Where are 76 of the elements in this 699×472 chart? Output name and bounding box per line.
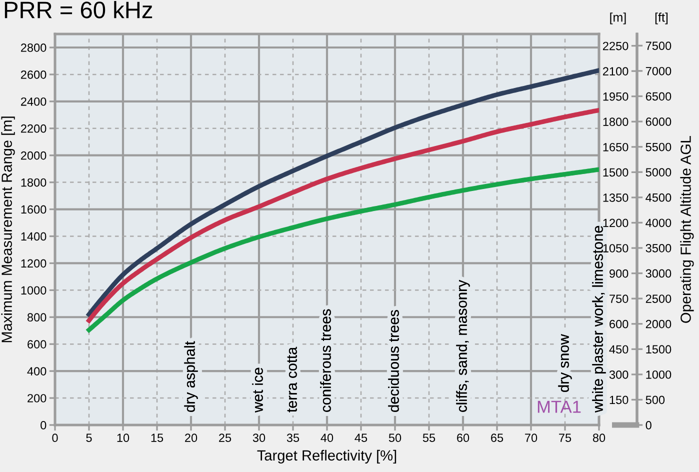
y-tick-label: 800 — [27, 313, 46, 322]
x-tick-label: 55 — [422, 434, 436, 442]
y2-tick-label: 1950 — [603, 92, 628, 101]
x-tick-label: 20 — [185, 434, 198, 442]
y3-tick-label: 0 — [646, 421, 652, 430]
y2-tick-label: 900 — [610, 269, 628, 278]
y3-tick-label: 7000 — [646, 66, 672, 76]
y3-tick-label: 6000 — [646, 118, 672, 126]
x-tick-label: 45 — [354, 434, 368, 442]
chart-title: PRR = 60 kHz — [4, 1, 152, 18]
y2-tick-label: 450 — [609, 345, 628, 354]
y2-tick-label: 300 — [609, 370, 628, 379]
y2-tick-label: 600 — [610, 320, 628, 328]
annotation: coniferous trees — [320, 309, 331, 412]
y2-tick-label: 1800 — [603, 118, 628, 126]
x-tick-label: 70 — [525, 434, 538, 442]
y2-tick-label: 1200 — [603, 218, 628, 228]
y-tick-label: 1400 — [21, 232, 46, 241]
y2-tick-label: 2100 — [603, 67, 628, 76]
y3-tick-label: 500 — [646, 396, 665, 404]
x-tick-label: 75 — [559, 434, 572, 442]
annotation: dry asphalt — [184, 341, 198, 412]
y3-tick-label: 4000 — [646, 218, 672, 228]
y2-tick-label: 2250 — [603, 42, 628, 50]
y-tick-label: 1600 — [21, 205, 46, 214]
annotation: wet ice — [252, 368, 263, 413]
y-tick-label: 2800 — [21, 44, 46, 52]
annotation: terra cotta — [287, 346, 297, 412]
y3-tick-label: 5000 — [646, 168, 672, 176]
x-tick-label: 5 — [86, 434, 92, 442]
y3-axis-title: [ft] — [655, 12, 668, 24]
x-tick-label: 30 — [252, 434, 266, 442]
x-tick-label: 80 — [592, 434, 606, 442]
y3-tick-label: 1500 — [646, 345, 672, 354]
y3-tick-label: 7500 — [646, 42, 672, 50]
y-tick-label: 2200 — [21, 124, 46, 133]
y3-tick-label: 4500 — [646, 193, 672, 202]
y-tick-label: 1000 — [21, 286, 46, 295]
y-tick-label: 1800 — [21, 178, 46, 187]
annotation: deciduous trees — [388, 310, 399, 412]
y3-tick-label: 5500 — [646, 142, 672, 152]
y2-tick-label: 150 — [610, 396, 628, 404]
x-tick-label: 35 — [286, 434, 300, 442]
y2-axis-title: [m] — [610, 12, 626, 24]
y3-tick-label: 1000 — [646, 370, 672, 379]
y3-tick-label: 2500 — [646, 294, 672, 303]
y3-tick-label: 6500 — [646, 92, 672, 101]
y3-tick-label: 3500 — [646, 244, 672, 252]
x-tick-label: 50 — [388, 434, 402, 442]
x-tick-label: 15 — [151, 434, 164, 442]
x-axis-title: Target Reflectivity [%] — [257, 450, 396, 464]
y-tick-label: 400 — [27, 367, 46, 376]
y-tick-label: 2400 — [21, 97, 46, 106]
y-tick-label: 200 — [28, 394, 46, 402]
y-axis-title: Maximum Measurement Range [m] — [1, 116, 15, 342]
y3-tick-label: 3000 — [646, 269, 672, 278]
x-tick-label: 65 — [491, 434, 504, 442]
y2-tick-label: 1500 — [603, 168, 628, 177]
annotation: cliffs, sand, masonry — [456, 280, 470, 412]
x-tick-label: 40 — [320, 434, 334, 442]
x-tick-label: 0 — [52, 434, 58, 442]
y-tick-label: 0 — [40, 421, 46, 430]
y2-tick-label: 1650 — [603, 142, 628, 152]
text: Operating Flight Altitude AGL — [680, 136, 694, 323]
y-tick-label: 600 — [28, 340, 46, 348]
y2-tick-label: 1350 — [603, 194, 628, 202]
annotation: MTA1 — [538, 400, 581, 413]
y-tick-label: 2600 — [21, 70, 46, 79]
y2-tick-label: 750 — [610, 294, 628, 303]
y-tick-label: 2000 — [21, 151, 46, 160]
x-tick-label: 25 — [219, 434, 232, 442]
annotation: dry snow — [558, 334, 572, 392]
y-tick-label: 1200 — [21, 259, 46, 268]
y3-tick-label: 2000 — [646, 320, 672, 328]
x-tick-label: 10 — [117, 434, 130, 442]
x-tick-label: 60 — [457, 434, 470, 442]
